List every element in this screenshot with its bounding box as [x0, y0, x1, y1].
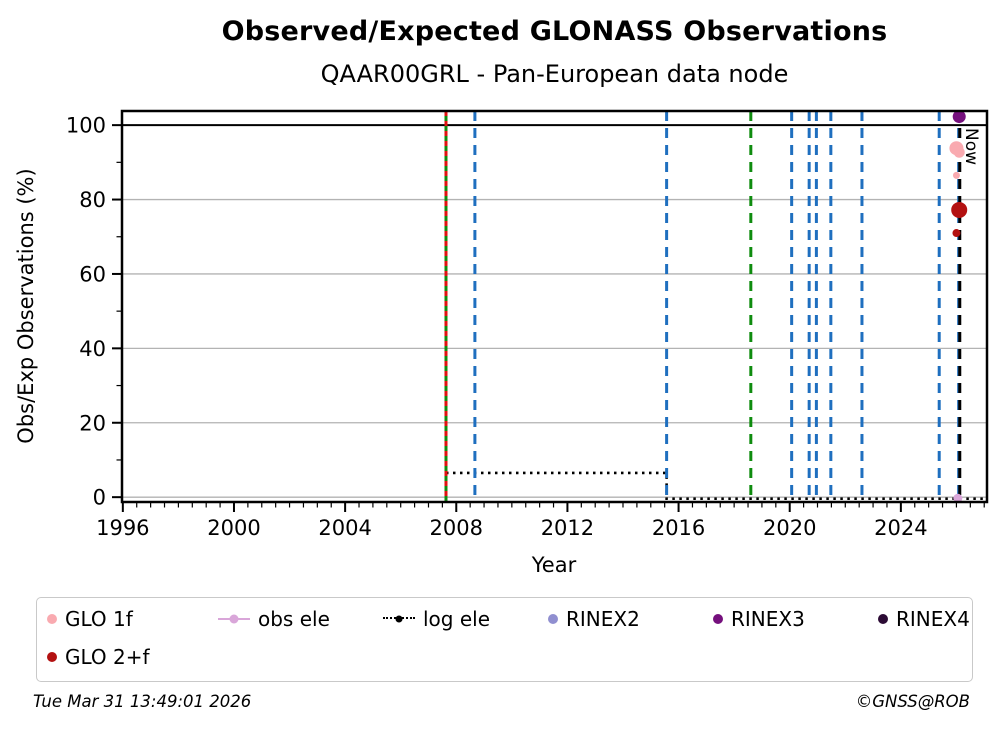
- legend-item-rinex3: RINEX3: [713, 606, 805, 632]
- point-rinex3: [952, 110, 966, 124]
- legend-item-glo-1f: GLO 1f: [47, 606, 133, 632]
- x-tick-label: 2012: [541, 516, 594, 540]
- now-annotation: Now: [961, 128, 981, 165]
- legend-label: GLO 1f: [65, 607, 133, 631]
- plot-timestamp: Tue Mar 31 13:49:01 2026: [33, 692, 252, 711]
- glo-1f-marker-icon: [47, 614, 57, 624]
- copyright-label: ©GNSS@ROB: [855, 692, 970, 711]
- x-tick-label: 1996: [96, 516, 149, 540]
- x-tick-label: 2024: [874, 516, 927, 540]
- legend-item-rinex4: RINEX4: [878, 606, 970, 632]
- legend-item-glo-2-f: GLO 2+f: [47, 644, 150, 670]
- log-ele-marker-icon: [383, 614, 415, 624]
- y-tick-label: 40: [79, 337, 106, 361]
- rinex3-marker-icon: [713, 614, 723, 624]
- plot-border: [120, 109, 989, 504]
- x-tick-label: 2008: [430, 516, 483, 540]
- y-tick-label: 80: [79, 188, 106, 212]
- legend-label: RINEX4: [896, 607, 970, 631]
- rinex2-marker-icon: [548, 614, 558, 624]
- legend-label: GLO 2+f: [65, 645, 150, 669]
- legend-item-rinex2: RINEX2: [548, 606, 640, 632]
- obs-ele-marker-icon: [218, 614, 250, 624]
- legend-item-obs-ele: obs ele: [218, 606, 330, 632]
- legend-label: log ele: [423, 607, 491, 631]
- legend-label: RINEX3: [731, 607, 805, 631]
- y-tick-label: 20: [79, 411, 106, 435]
- legend-label: obs ele: [258, 607, 330, 631]
- point-glo-2-f: [952, 229, 961, 238]
- y-axis-label: Obs/Exp Observations (%): [14, 168, 38, 443]
- point-glo-1f: [952, 171, 960, 179]
- point-obs-ele: [953, 493, 963, 503]
- glo-2-f-marker-icon: [47, 652, 57, 662]
- x-axis-label: Year: [531, 553, 577, 577]
- plot-dynamic-layer: 1996 2000 2004 2008 2012 2016 2020 2024 0 20 40 60 8…: [66, 110, 987, 540]
- legend: GLO 1f obs ele log ele RINEX2 RINEX3 RINEX4 GL…: [36, 597, 973, 682]
- chart-title: Observed/Expected GLONASS Observations: [221, 16, 888, 47]
- x-tick-label: 2004: [318, 516, 371, 540]
- chart-subtitle: QAAR00GRL - Pan-European data node: [320, 60, 789, 88]
- x-tick-label: 2016: [652, 516, 705, 540]
- legend-item-log-ele: log ele: [383, 606, 490, 632]
- y-tick-label: 60: [79, 262, 106, 286]
- y-tick-label: 100: [66, 114, 106, 138]
- point-glo-2-f: [951, 201, 968, 218]
- legend-label: RINEX2: [566, 607, 640, 631]
- x-tick-label: 2000: [207, 516, 260, 540]
- point-glo-1f: [953, 146, 965, 158]
- rinex4-marker-icon: [878, 614, 888, 624]
- plot-area: 1996 2000 2004 2008 2012 2016 2020 2024 0 20 40 60 8…: [14, 109, 989, 577]
- y-tick-label: 0: [93, 486, 106, 510]
- x-tick-label: 2020: [763, 516, 816, 540]
- log-ele-line: [445, 471, 987, 500]
